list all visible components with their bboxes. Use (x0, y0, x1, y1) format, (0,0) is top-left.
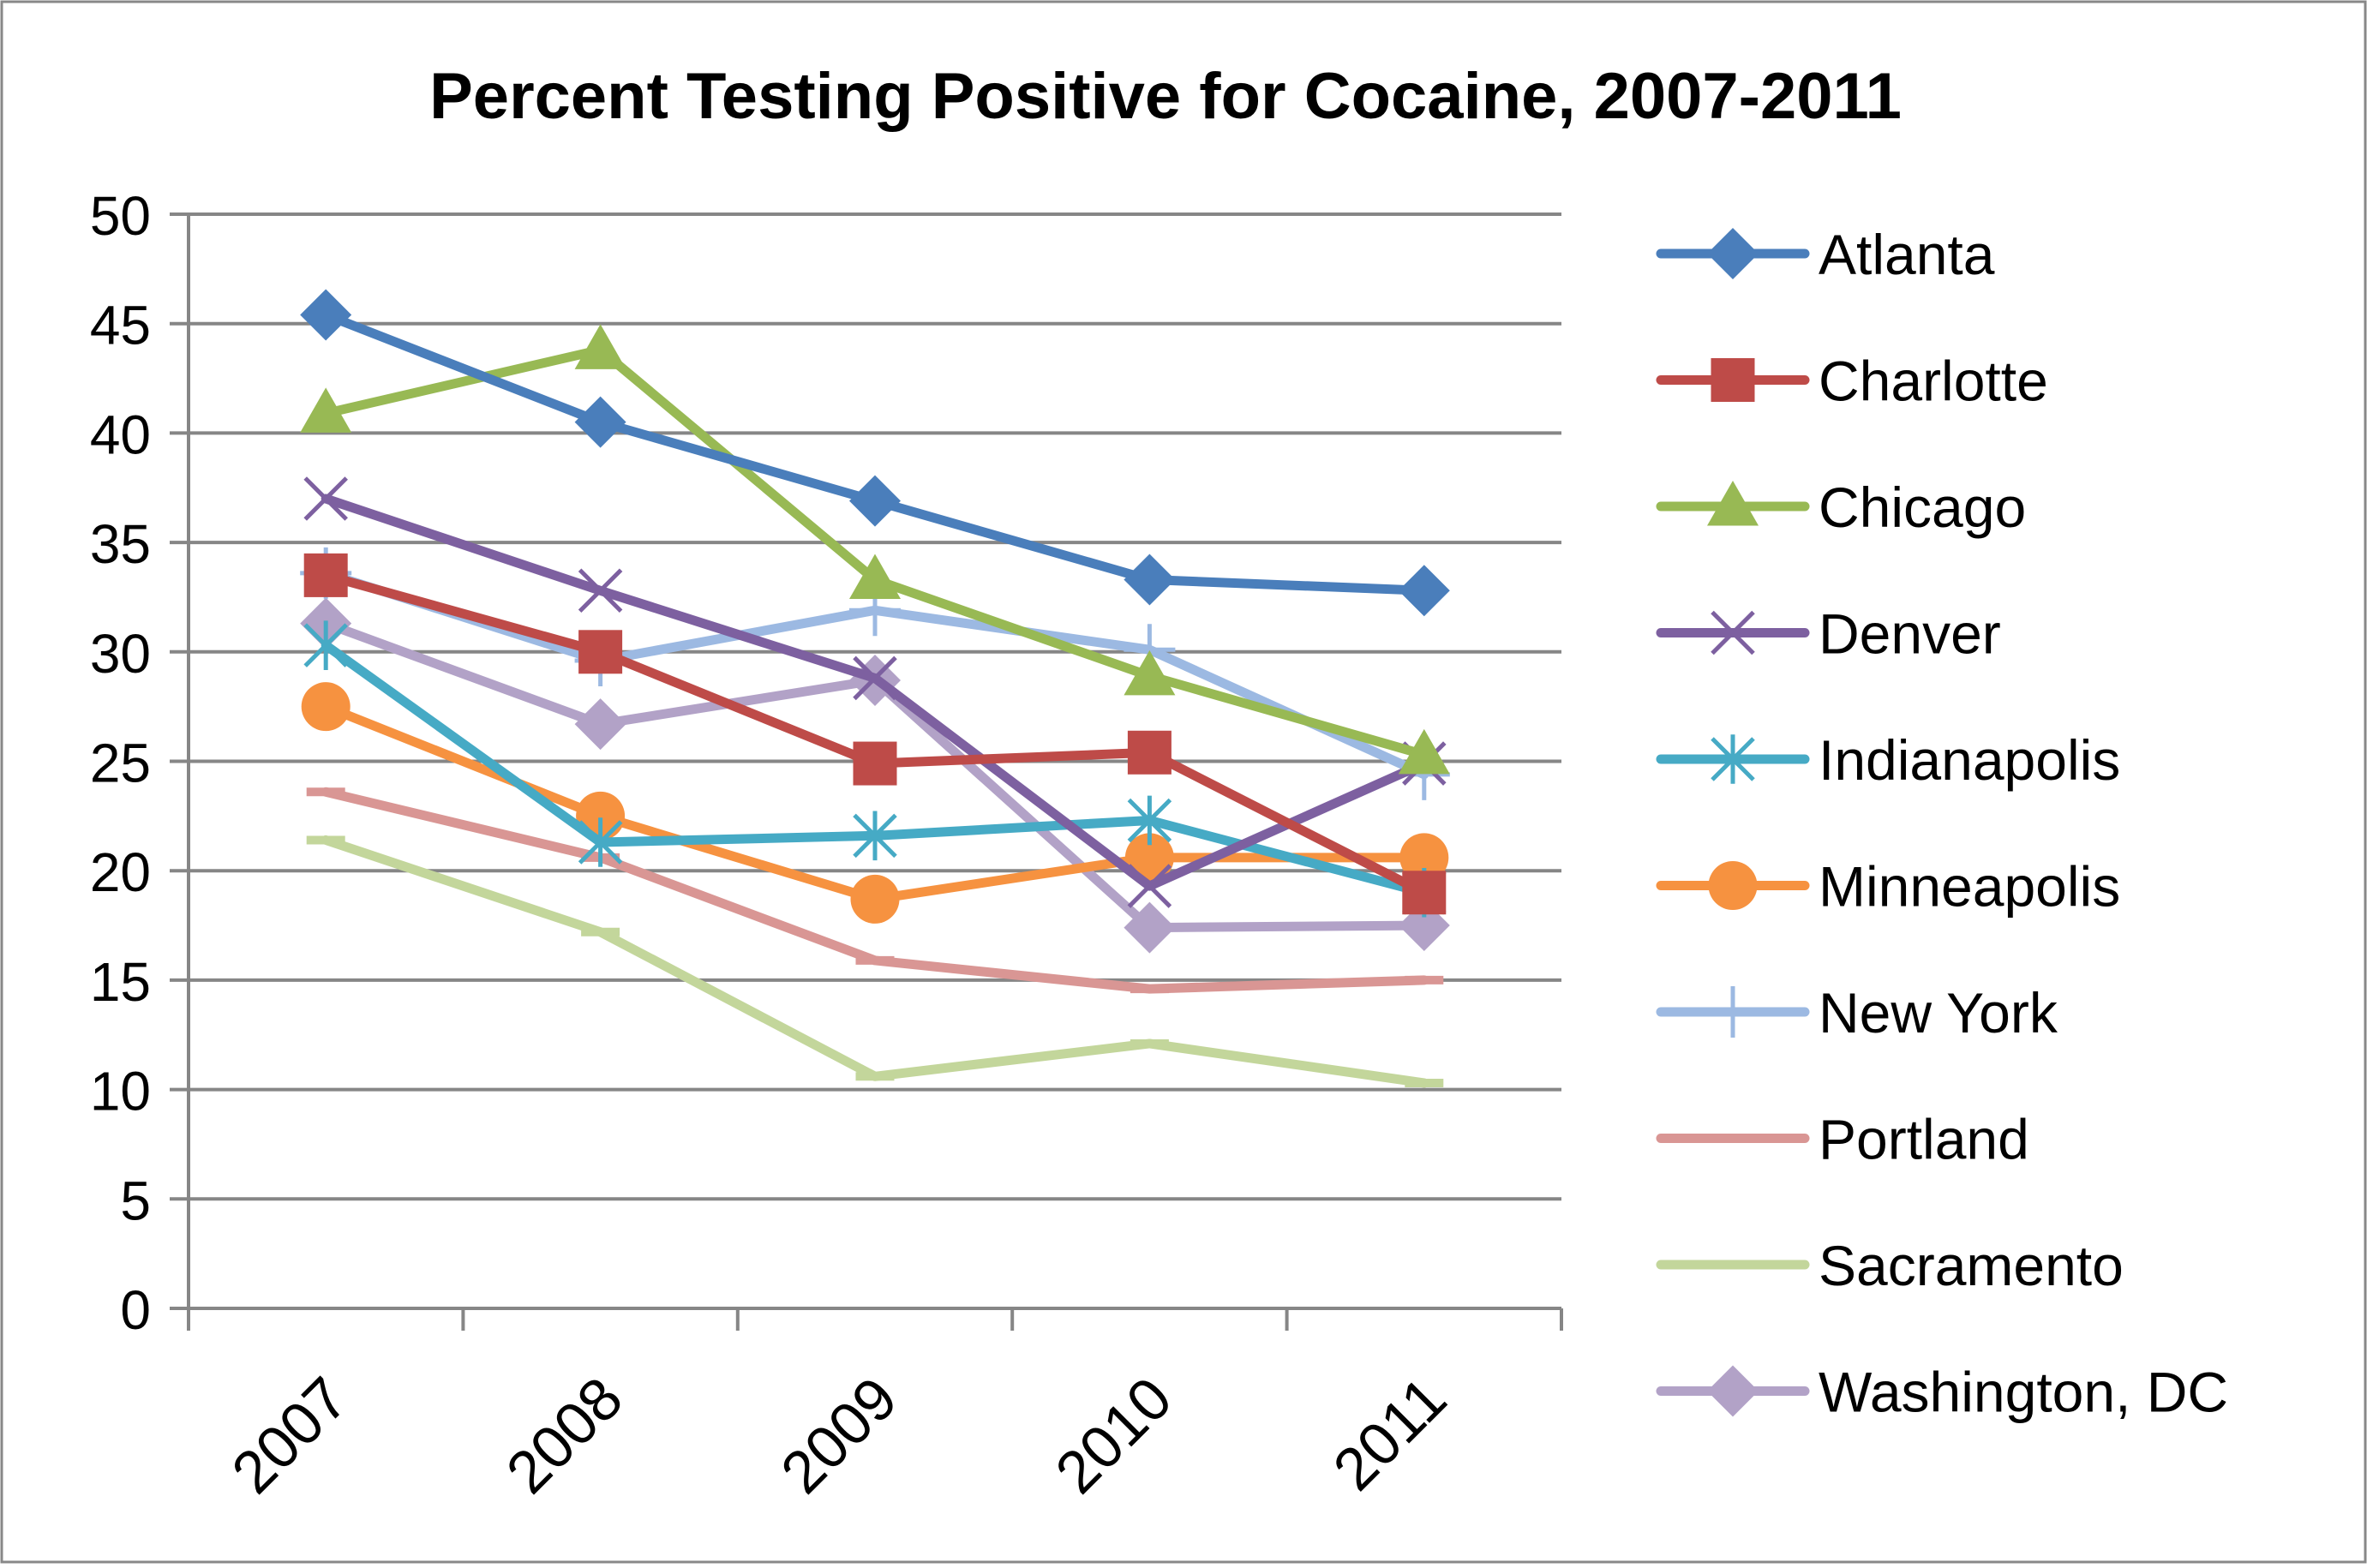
data-point-indianapolis (578, 817, 623, 867)
y-tick-label: 40 (90, 404, 151, 465)
legend-marker (1711, 610, 1755, 655)
data-point-atlanta (1398, 565, 1450, 617)
legend-label: New York (1819, 981, 2058, 1044)
data-point-denver (303, 476, 348, 521)
data-point-atlanta (574, 396, 626, 448)
data-point-minneapolis (1399, 833, 1449, 883)
data-point-chicago (300, 387, 352, 433)
legend-item-minneapolis: Minneapolis (1656, 855, 2120, 919)
data-point-indianapolis (303, 620, 348, 670)
legend-marker (1711, 358, 1755, 402)
legend-item-washington-dc: Washington, DC (1656, 1361, 2228, 1424)
legend-item-charlotte: Charlotte (1656, 350, 2048, 413)
legend-label: Denver (1819, 602, 2001, 666)
legend-marker (1708, 861, 1758, 910)
legend-item-indianapolis: Indianapolis (1656, 728, 2120, 792)
data-point-minneapolis (850, 874, 900, 924)
data-point-atlanta (1124, 554, 1176, 606)
legend: Atlanta Charlotte Chicago Denver Indianapoli… (1656, 223, 2228, 1424)
legend-marker (1707, 481, 1759, 526)
series-charlotte (303, 553, 1447, 915)
legend-label: Sacramento (1819, 1234, 2124, 1297)
data-point-washington-dc (574, 698, 626, 751)
data-point-chicago (1398, 728, 1450, 775)
data-point-charlotte (1402, 871, 1447, 915)
legend-marker (1707, 1365, 1759, 1417)
legend-label: Atlanta (1819, 223, 1995, 286)
y-tick-label: 30 (90, 623, 151, 685)
y-tick-label: 0 (120, 1279, 151, 1341)
y-axis: 0 5 10 15 20 25 30 35 40 45 50 (90, 185, 190, 1341)
data-point-washington-dc (1124, 901, 1176, 954)
data-point-atlanta (300, 289, 352, 341)
series-chicago (300, 324, 1450, 775)
legend-label: Indianapolis (1819, 728, 2120, 792)
series-sacramento (306, 835, 1444, 1088)
y-tick-label: 15 (90, 951, 151, 1013)
y-tick-label: 25 (90, 733, 151, 794)
data-point-denver (578, 568, 623, 613)
legend-label: Charlotte (1819, 350, 2048, 413)
legend-marker (1707, 228, 1759, 279)
data-point-charlotte (303, 553, 348, 597)
legend-item-denver: Denver (1656, 602, 2001, 666)
data-point-chicago (849, 554, 901, 600)
data-point-indianapolis (853, 811, 897, 861)
y-tick-label: 10 (90, 1061, 151, 1122)
data-point-minneapolis (301, 682, 351, 732)
y-tick-label: 35 (90, 513, 151, 575)
series-atlanta (300, 289, 1450, 617)
legend-item-atlanta: Atlanta (1656, 223, 1995, 286)
data-point-atlanta (849, 475, 901, 527)
legend-label: Chicago (1819, 476, 2026, 539)
data-point-denver (1127, 864, 1172, 908)
data-point-charlotte (853, 741, 897, 786)
y-tick-label: 20 (90, 841, 151, 903)
y-tick-label: 50 (90, 185, 151, 247)
legend-item-portland: Portland (1656, 1108, 2029, 1171)
legend-label: Minneapolis (1819, 855, 2120, 919)
legend-item-new-york: New York (1656, 981, 2058, 1044)
data-point-chicago (574, 324, 626, 369)
series-layer (300, 289, 1450, 1088)
data-point-minneapolis (1124, 833, 1174, 883)
data-point-denver (853, 655, 897, 701)
y-tick-label: 5 (120, 1170, 151, 1231)
legend-marker (1711, 734, 1755, 784)
legend-marker (1707, 986, 1759, 1038)
data-point-chicago (1124, 649, 1176, 696)
y-tick-label: 45 (90, 295, 151, 356)
data-point-charlotte (1127, 730, 1172, 775)
data-point-indianapolis (1127, 795, 1172, 846)
chart-title: Percent Testing Positive for Cocaine, 20… (429, 60, 1902, 133)
legend-label: Washington, DC (1819, 1361, 2228, 1424)
legend-label: Portland (1819, 1108, 2029, 1171)
legend-item-sacramento: Sacramento (1656, 1234, 2124, 1297)
data-point-charlotte (578, 630, 623, 674)
legend-item-chicago: Chicago (1656, 476, 2026, 539)
